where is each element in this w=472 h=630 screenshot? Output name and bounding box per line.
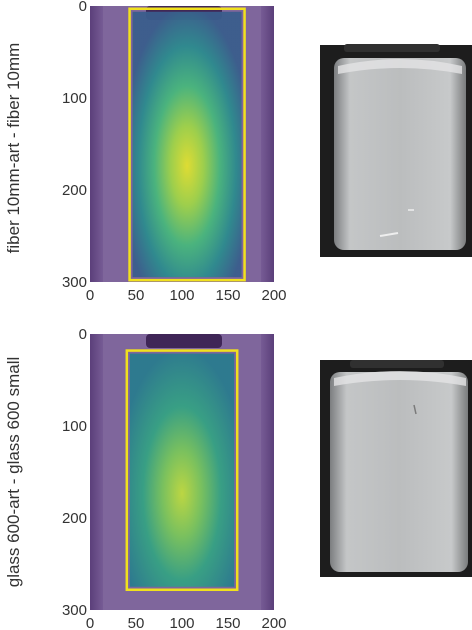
- x-tick-label: 50: [128, 287, 145, 304]
- side-label-top: fiber 10mm-art - fiber 10mm: [4, 43, 23, 254]
- y-tick-label: 200: [62, 510, 87, 527]
- x-tick-label: 200: [261, 287, 286, 304]
- heatmap-plot-top: 0 50 100 150 200 0 100 200 300: [62, 0, 287, 304]
- vial-photo-top: [320, 44, 472, 257]
- heatmap-plot-bottom: 0 50 100 150 200 0 100 200 300: [62, 326, 287, 630]
- x-tick-label: 0: [86, 615, 94, 630]
- x-tick-label: 100: [169, 287, 194, 304]
- vial-cap-bottom: [146, 334, 222, 348]
- vial-photo-bottom: [320, 360, 472, 577]
- roi-box-bottom: [125, 349, 239, 592]
- x-tick-label: 150: [215, 615, 240, 630]
- heatmap-panel-bottom: glass 600-art - glass 600 small 0 50 100 15…: [4, 326, 472, 630]
- y-tick-label: 300: [62, 602, 87, 619]
- y-tick-label: 300: [62, 274, 87, 291]
- x-tick-label: 0: [86, 287, 94, 304]
- x-tick-label: 200: [261, 615, 286, 630]
- y-tick-label: 0: [79, 326, 87, 343]
- heatmap-intensity-bottom: [129, 353, 235, 587]
- y-tick-label: 100: [62, 418, 87, 435]
- y-tick-label: 200: [62, 182, 87, 199]
- roi-box-top: [128, 7, 246, 282]
- x-tick-label: 100: [169, 615, 194, 630]
- heatmap-panel-top: fiber 10mm-art - fiber 10mm 0 50 100 150 200…: [4, 0, 472, 304]
- y-tick-label: 0: [79, 0, 87, 15]
- x-tick-label: 50: [128, 615, 145, 630]
- heatmap-intensity-top: [132, 11, 242, 278]
- y-tick-label: 100: [62, 90, 87, 107]
- x-tick-label: 150: [215, 287, 240, 304]
- side-label-bottom: glass 600-art - glass 600 small: [4, 357, 23, 588]
